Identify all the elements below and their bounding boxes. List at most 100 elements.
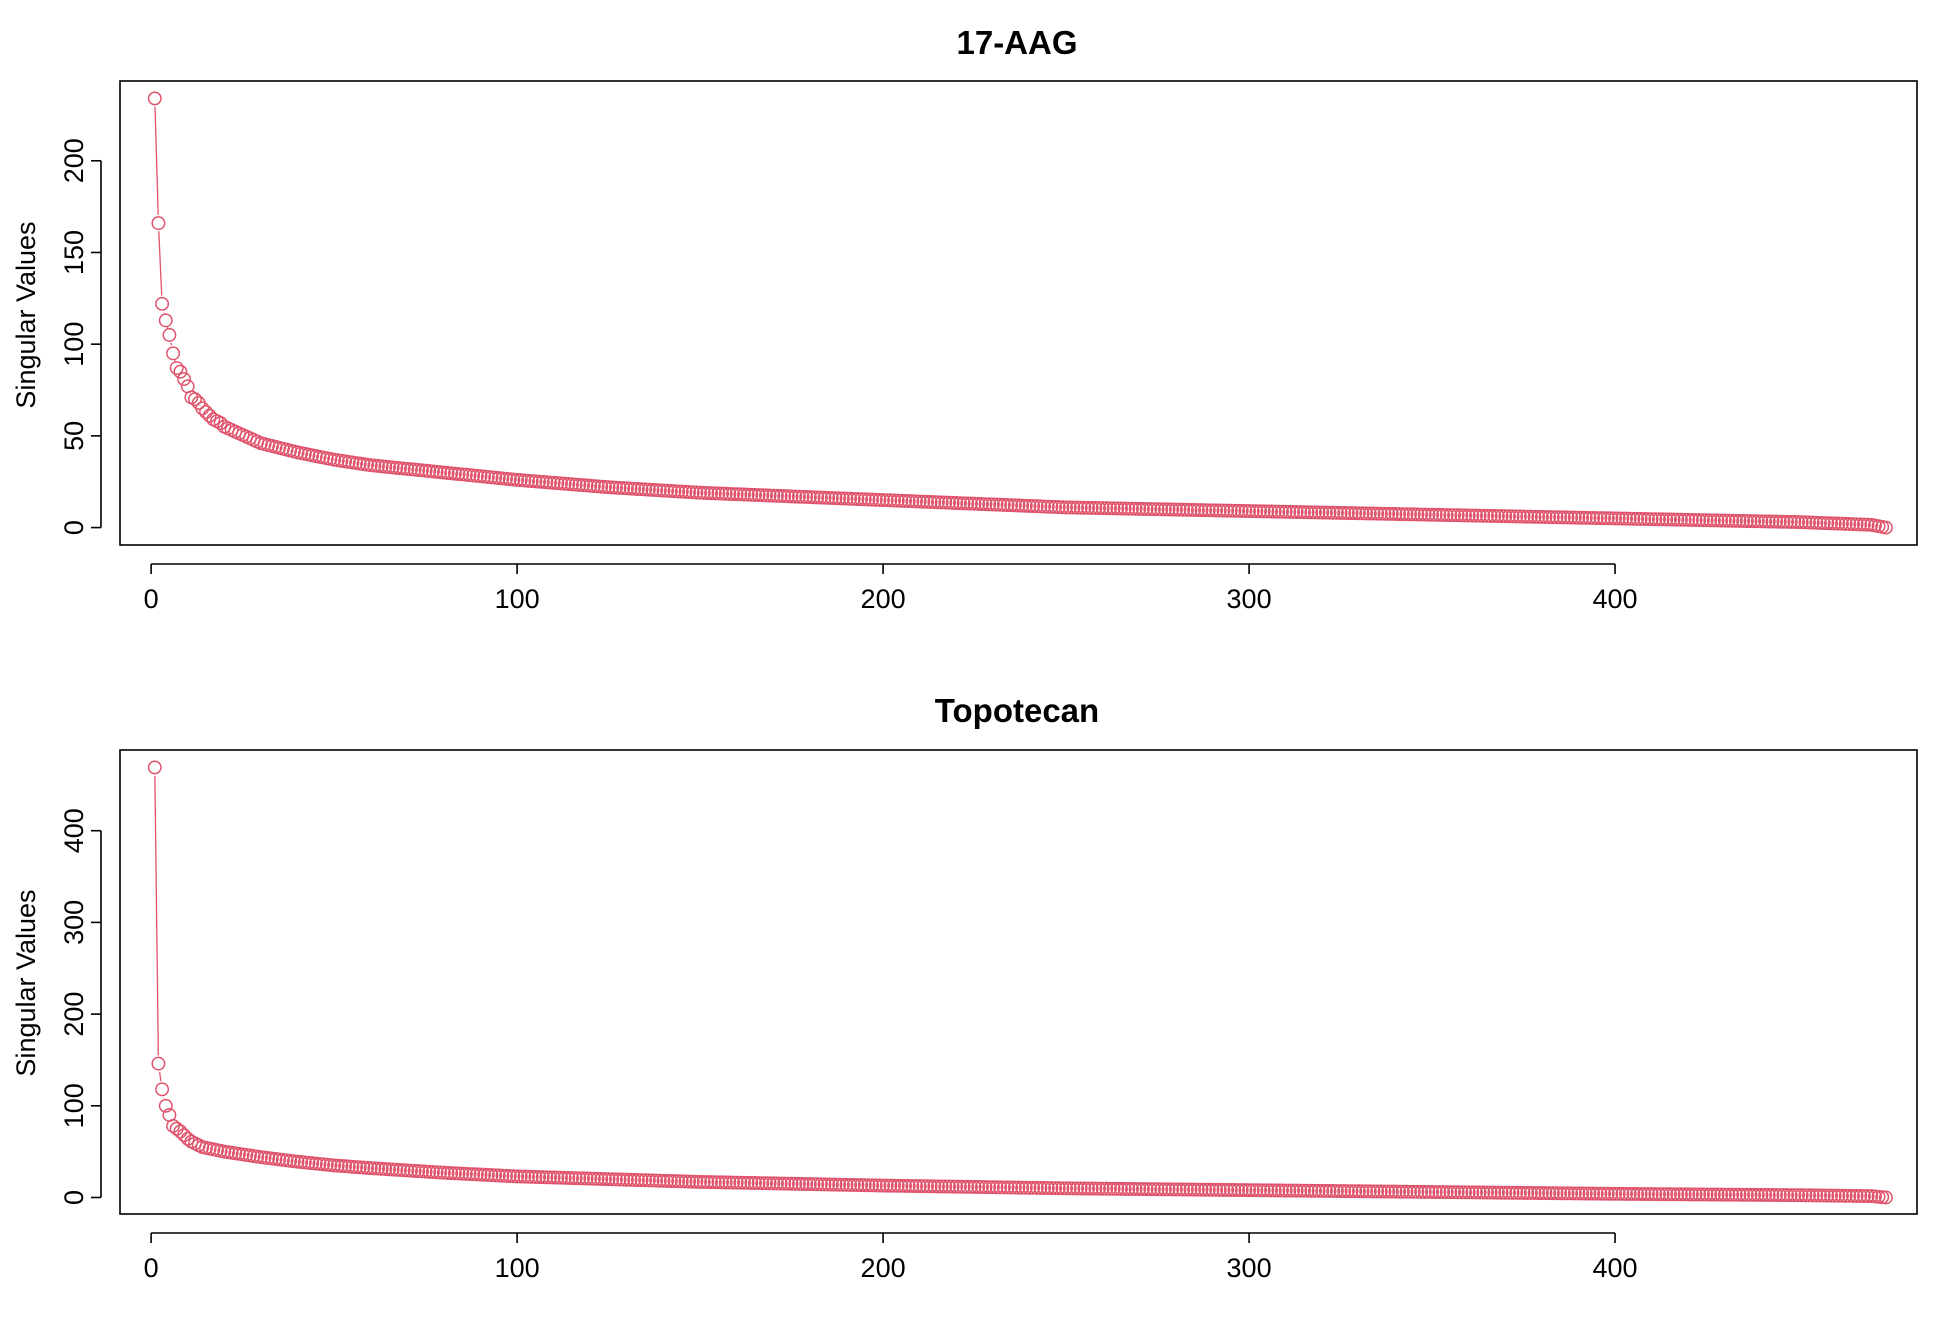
data-point (766, 1176, 781, 1191)
data-point (517, 1169, 532, 1184)
data-point (616, 1172, 631, 1187)
data-point (1022, 498, 1037, 513)
data-point (645, 482, 660, 497)
data-point (1728, 513, 1743, 528)
y-tick-label: 0 (59, 1190, 89, 1205)
data-point (1081, 500, 1095, 515)
data-point (1179, 502, 1194, 517)
data-point (634, 1173, 649, 1188)
data-point (1754, 1187, 1769, 1202)
data-point (1783, 1188, 1798, 1203)
data-point (1575, 1186, 1590, 1201)
data-point (1198, 503, 1213, 518)
data-point (1534, 1186, 1549, 1201)
data-point (1410, 1184, 1425, 1199)
data-point (605, 1172, 620, 1187)
data-point (700, 486, 715, 500)
data-point (543, 1170, 557, 1185)
data-point (1256, 504, 1271, 519)
data-point (349, 1160, 364, 1174)
data-point (656, 1173, 671, 1188)
data-point (1172, 502, 1187, 517)
data-point (1805, 1188, 1820, 1203)
data-point (682, 1174, 697, 1189)
data-point (1802, 1188, 1816, 1203)
x-tick-label: 100 (495, 1253, 540, 1283)
data-point (1366, 1184, 1381, 1199)
data-point (1805, 515, 1820, 530)
data-point (1578, 1186, 1593, 1201)
data-point (824, 491, 839, 505)
data-point (909, 494, 923, 509)
data-point (1106, 1181, 1121, 1196)
data-point (1531, 509, 1546, 524)
data-point (1055, 500, 1070, 515)
data-point (766, 488, 781, 503)
data-point (1275, 1183, 1289, 1198)
data-point (1677, 512, 1692, 527)
data-point (1794, 515, 1809, 530)
data-point (667, 1174, 682, 1189)
data-point (1714, 513, 1729, 528)
data-point (1831, 516, 1846, 531)
data-point (1304, 1183, 1319, 1198)
data-point (1725, 513, 1740, 528)
data-point (649, 483, 664, 498)
data-point (199, 405, 213, 419)
data-point (733, 1175, 748, 1190)
data-point (1813, 1188, 1827, 1203)
data-point (1633, 1187, 1648, 1201)
data-point (1194, 503, 1209, 518)
data-point (1337, 506, 1352, 520)
data-point (1333, 505, 1348, 520)
data-point (180, 1131, 195, 1146)
data-point (1666, 1187, 1681, 1202)
data-point (330, 1158, 345, 1173)
data-point (169, 361, 184, 375)
data-point (1787, 515, 1802, 529)
data-point (447, 1166, 462, 1181)
data-point (722, 1175, 737, 1190)
data-point (1015, 1180, 1030, 1195)
data-point (806, 1177, 821, 1192)
data-point (1772, 514, 1787, 529)
data-point (1523, 509, 1538, 524)
data-point (1414, 1184, 1429, 1199)
data-point (1395, 1184, 1410, 1199)
data-point (1582, 1186, 1597, 1201)
data-point (1044, 1181, 1059, 1196)
data-point (755, 488, 770, 503)
data-point (1048, 500, 1063, 514)
data-point (1216, 1182, 1231, 1197)
data-point (1428, 1185, 1443, 1199)
data-point (1820, 1188, 1835, 1203)
data-point (1059, 500, 1074, 515)
data-point (850, 492, 865, 506)
data-point (1051, 500, 1066, 515)
data-point (1271, 504, 1286, 519)
data-point (663, 1174, 678, 1188)
data-point (1648, 512, 1663, 527)
data-point (693, 485, 708, 500)
data-point (1333, 1184, 1348, 1199)
data-point (1084, 1181, 1099, 1196)
data-point (1201, 503, 1216, 518)
data-point (1461, 1185, 1476, 1200)
data-point (1040, 499, 1055, 514)
data-point (868, 1178, 883, 1193)
data-point (846, 491, 861, 506)
data-point (429, 1165, 444, 1180)
data-point (923, 1179, 938, 1194)
data-point (1604, 511, 1619, 526)
data-point (1648, 1187, 1663, 1202)
plot-frame (119, 749, 1918, 1215)
data-point (799, 490, 814, 504)
data-point (1641, 1187, 1655, 1202)
data-point (1611, 1186, 1626, 1201)
data-point (1688, 1187, 1703, 1202)
data-point (1622, 511, 1637, 526)
data-point (1007, 1180, 1022, 1195)
data-point (1253, 1183, 1268, 1198)
data-point (905, 1179, 920, 1193)
data-point (1856, 1189, 1871, 1203)
